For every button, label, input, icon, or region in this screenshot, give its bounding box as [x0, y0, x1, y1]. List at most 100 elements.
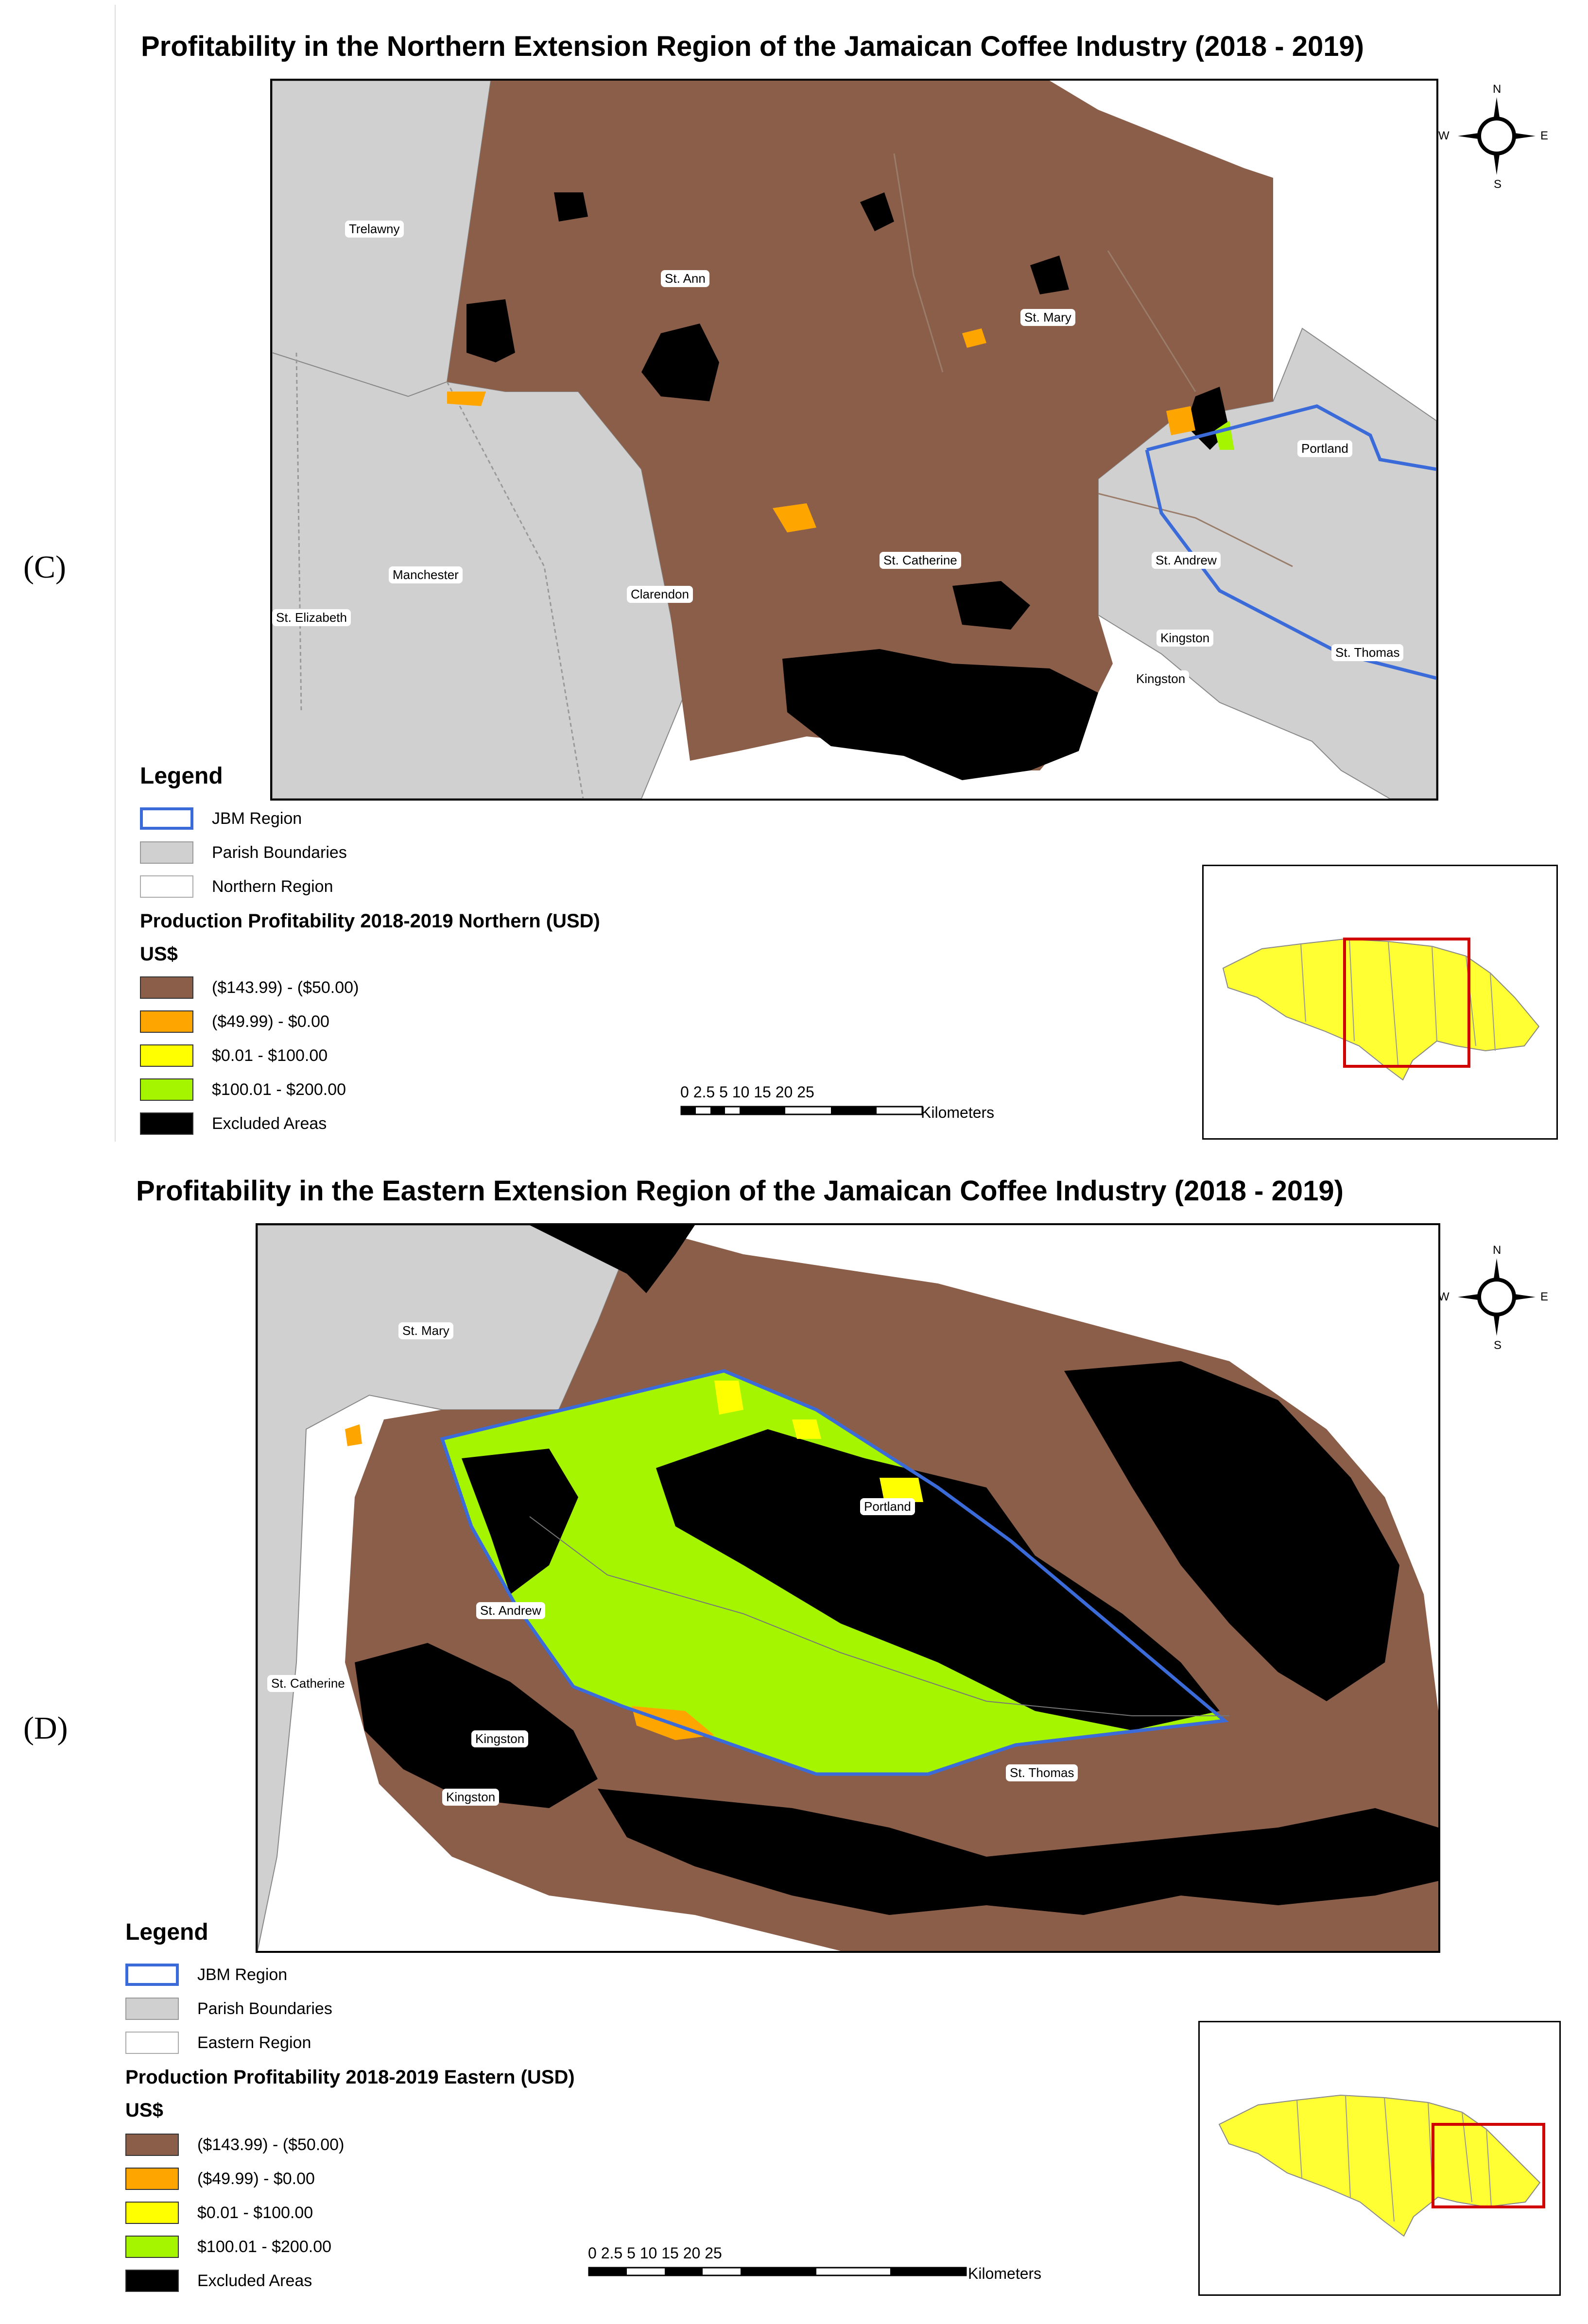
panel-c-map-canvas — [272, 81, 1436, 799]
panel-d-tag: (D) — [23, 1710, 68, 1746]
panel-d-scale-bar: 0 2.5 5 10 15 20 25 — [588, 2244, 967, 2283]
legend-label: Excluded Areas — [197, 2271, 312, 2290]
panel-c-legend-heading: Legend — [140, 763, 223, 789]
legend-class: Excluded Areas — [125, 2269, 312, 2293]
scale-unit: Kilometers — [921, 1104, 995, 1121]
north-arrow-icon: N S E W — [1438, 83, 1548, 191]
legend-class: $0.01 - $100.00 — [125, 2201, 313, 2225]
parish-label: Kingston — [1132, 670, 1190, 687]
parish-label: St. Thomas — [1331, 644, 1404, 661]
scale-ticks: 0 2.5 5 10 15 20 25 — [680, 1083, 814, 1101]
panel-c-title: Profitability in the Northern Extension … — [141, 31, 1364, 62]
panel-d-title: Profitability in the Eastern Extension R… — [136, 1175, 1344, 1207]
class-swatch — [125, 2202, 179, 2224]
legend-item-parish: Parish Boundaries — [125, 1997, 332, 2021]
legend-label: ($49.99) - $0.00 — [212, 1012, 329, 1031]
legend-class: ($143.99) - ($50.00) — [125, 2133, 344, 2157]
legend-label: JBM Region — [212, 809, 302, 828]
legend-class: ($49.99) - $0.00 — [140, 1009, 329, 1034]
panel-d-legend-subheading: Production Profitability 2018-2019 Easte… — [125, 2067, 575, 2088]
compass-w: W — [1438, 1290, 1450, 1303]
parish-label: Kingston — [471, 1730, 529, 1747]
legend-label: ($143.99) - ($50.00) — [212, 978, 359, 997]
legend-label: $100.01 - $200.00 — [197, 2237, 332, 2256]
compass-s: S — [1494, 1339, 1502, 1352]
legend-label: $100.01 - $200.00 — [212, 1080, 346, 1099]
parish-label: Manchester — [389, 566, 463, 583]
class-swatch — [140, 1078, 193, 1101]
legend-label: $0.01 - $100.00 — [197, 2203, 313, 2222]
panel-d-map[interactable]: St. Mary Portland St. Andrew St. Catheri… — [256, 1223, 1440, 1953]
parish-swatch — [125, 1998, 179, 2020]
panel-c-tag: (C) — [23, 549, 66, 585]
parish-label: Kingston — [442, 1789, 500, 1806]
compass-e: E — [1540, 129, 1549, 142]
parish-label: St. Mary — [1020, 309, 1075, 326]
parish-label: St. Mary — [398, 1322, 453, 1339]
class-swatch — [140, 1044, 193, 1067]
parish-label: St. Elizabeth — [272, 609, 351, 626]
panel-d-legend-unit: US$ — [125, 2100, 163, 2121]
class-swatch — [125, 2270, 179, 2292]
class-swatch — [125, 2134, 179, 2156]
panel-c-map[interactable]: Trelawny St. Ann St. Mary Portland Manch… — [270, 79, 1438, 801]
jbm-swatch — [125, 1964, 179, 1986]
scale-ticks: 0 2.5 5 10 15 20 25 — [588, 2244, 722, 2262]
legend-label: JBM Region — [197, 1965, 288, 1984]
legend-item-region: Northern Region — [140, 874, 333, 899]
legend-label: ($49.99) - $0.00 — [197, 2169, 315, 2188]
legend-item-region: Eastern Region — [125, 2031, 311, 2055]
scale-unit: Kilometers — [968, 2265, 1042, 2282]
legend-item-jbm: JBM Region — [125, 1963, 287, 1987]
parish-label: Trelawny — [345, 221, 404, 238]
parish-label: St. Andrew — [476, 1602, 545, 1619]
legend-class: $100.01 - $200.00 — [125, 2235, 331, 2259]
legend-class: ($49.99) - $0.00 — [125, 2167, 315, 2191]
legend-class: Excluded Areas — [140, 1111, 327, 1136]
class-swatch — [140, 1010, 193, 1033]
region-swatch — [125, 2032, 179, 2054]
parish-label: St. Ann — [661, 270, 709, 287]
legend-class: $0.01 - $100.00 — [140, 1043, 328, 1068]
divider-line — [115, 5, 116, 1142]
compass-w: W — [1438, 129, 1450, 142]
legend-label: Parish Boundaries — [212, 843, 347, 862]
panel-c-scale-bar: 0 2.5 5 10 15 20 25 — [680, 1083, 923, 1122]
legend-item-parish: Parish Boundaries — [140, 840, 347, 865]
parish-label: Clarendon — [627, 586, 693, 603]
panel-c-legend-unit: US$ — [140, 943, 178, 965]
panel-c-legend-subheading: Production Profitability 2018-2019 North… — [140, 910, 600, 932]
legend-label: ($143.99) - ($50.00) — [197, 2135, 345, 2154]
parish-label: Portland — [1297, 440, 1352, 457]
legend-item-jbm: JBM Region — [140, 806, 302, 831]
legend-class: $100.01 - $200.00 — [140, 1077, 346, 1102]
panel-d-inset-map — [1198, 2021, 1561, 2296]
panel-d-legend-heading: Legend — [125, 1919, 208, 1945]
parish-label: St. Andrew — [1152, 552, 1221, 569]
legend-label: $0.01 - $100.00 — [212, 1046, 328, 1065]
class-swatch — [125, 2168, 179, 2190]
class-swatch — [125, 2236, 179, 2258]
jbm-swatch — [140, 807, 193, 830]
parish-swatch — [140, 841, 193, 864]
class-swatch — [140, 1112, 193, 1135]
parish-label: Portland — [860, 1498, 915, 1515]
class-swatch — [140, 976, 193, 999]
parish-label: St. Thomas — [1006, 1764, 1078, 1781]
parish-label: Kingston — [1156, 630, 1214, 647]
parish-label: St. Catherine — [880, 552, 961, 569]
legend-class: ($143.99) - ($50.00) — [140, 975, 359, 1000]
legend-label: Parish Boundaries — [197, 1999, 332, 2018]
legend-label: Northern Region — [212, 877, 333, 896]
compass-n: N — [1493, 1244, 1502, 1257]
legend-label: Eastern Region — [197, 2033, 311, 2052]
parish-label: St. Catherine — [267, 1675, 349, 1692]
north-arrow-icon: N S E W — [1438, 1244, 1548, 1352]
compass-e: E — [1540, 1290, 1549, 1303]
compass-n: N — [1493, 83, 1502, 96]
panel-c-inset-map — [1202, 865, 1558, 1140]
region-swatch — [140, 875, 193, 898]
compass-s: S — [1494, 178, 1502, 191]
legend-label: Excluded Areas — [212, 1114, 327, 1133]
panel-d-map-canvas — [258, 1225, 1438, 1951]
